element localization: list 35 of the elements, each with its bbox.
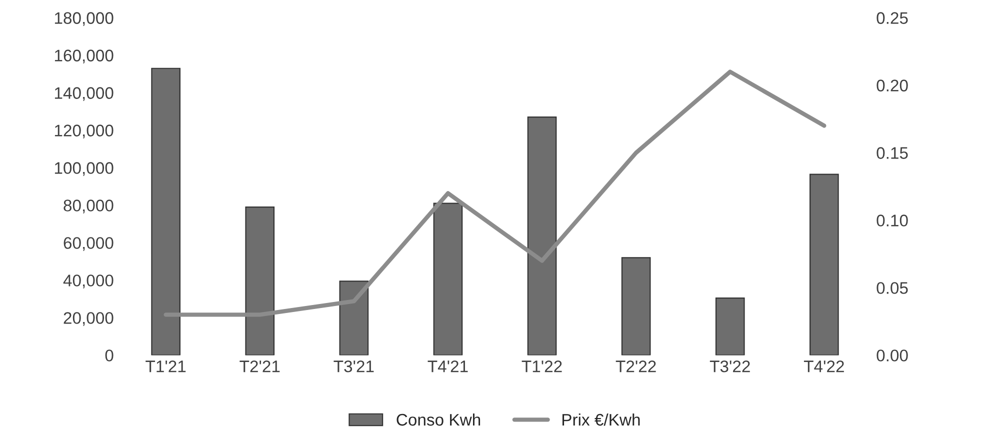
bar bbox=[715, 297, 745, 356]
x-tick-label: T3'21 bbox=[334, 360, 374, 372]
bar bbox=[527, 116, 557, 356]
y2-tick-label: 0.05 bbox=[876, 282, 908, 294]
line-series bbox=[164, 70, 826, 317]
legend-label: Prix €/Kwh bbox=[562, 413, 640, 426]
x-tick-label: T1'22 bbox=[522, 360, 562, 372]
x-tick-label: T1'21 bbox=[146, 360, 186, 372]
bar bbox=[621, 257, 651, 356]
y-tick-label: 80,000 bbox=[64, 200, 114, 214]
y-tick-label: 180,000 bbox=[54, 12, 114, 26]
y-tick-label: 20,000 bbox=[64, 312, 114, 326]
y-tick-label: 120,000 bbox=[54, 124, 114, 138]
x-tick-label: T4'21 bbox=[428, 360, 468, 372]
x-tick-label: T3'22 bbox=[710, 360, 750, 372]
y-tick-label: 160,000 bbox=[54, 50, 114, 64]
y-tick-label: 140,000 bbox=[54, 87, 114, 101]
y-tick-label: 40,000 bbox=[63, 274, 114, 288]
bar bbox=[810, 174, 839, 356]
y-tick-label: 100,000 bbox=[54, 162, 114, 176]
y2-tick-label: 0.20 bbox=[876, 80, 908, 92]
x-tick-label: T4'22 bbox=[804, 360, 844, 372]
y2-tick-label: 0.00 bbox=[876, 350, 908, 362]
y-tick-label: 0 bbox=[105, 350, 114, 362]
x-tick-label: T2'21 bbox=[240, 360, 280, 372]
bar bbox=[339, 280, 369, 356]
legend-label: Conso Kwh bbox=[396, 413, 480, 426]
bar bbox=[433, 202, 463, 356]
x-tick-label: T2'22 bbox=[616, 360, 656, 372]
y2-tick-label: 0.25 bbox=[876, 12, 908, 24]
bar bbox=[245, 206, 275, 356]
bar bbox=[151, 68, 180, 356]
y2-tick-label: 0.10 bbox=[876, 214, 908, 226]
y2-tick-label: 0.15 bbox=[876, 147, 908, 159]
y-tick-label: 60,000 bbox=[64, 237, 114, 251]
